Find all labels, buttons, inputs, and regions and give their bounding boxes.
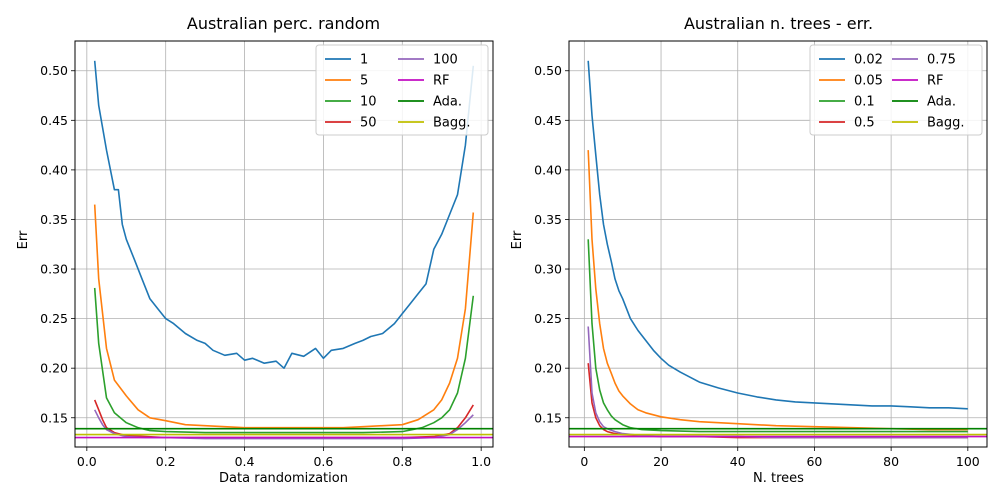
legend-label: RF: [927, 74, 944, 89]
series-group: [75, 60, 493, 440]
y-tick-label: 0.15: [40, 410, 68, 425]
legend-label: 0.05: [854, 74, 883, 89]
chart-title: Australian perc. random: [187, 14, 380, 33]
x-tick-label: 100: [956, 454, 980, 469]
chart-left: Australian perc. random Data randomizati…: [16, 14, 494, 486]
x-tick-label: 0.4: [235, 454, 255, 469]
y-tick-label: 0.40: [534, 162, 562, 177]
legend-label: 5: [360, 74, 368, 89]
x-tick-label: 40: [730, 454, 746, 469]
x-tick-label: 80: [883, 454, 899, 469]
legend-box: [315, 44, 489, 136]
series-line-1: [93, 60, 475, 370]
y-tick-label: 0.35: [534, 212, 562, 227]
legend-label: 0.02: [854, 53, 883, 68]
x-tick-label: 60: [806, 454, 822, 469]
legend-label: RF: [433, 74, 450, 89]
y-axis-label: Err: [16, 230, 31, 249]
x-tick-label: 0.6: [313, 454, 333, 469]
y-tick-label: 0.20: [534, 361, 562, 376]
legend: 1 5 10 50 100 RF Ada. Bagg.: [315, 44, 489, 136]
y-tick-label: 0.30: [40, 262, 68, 277]
y-tick-label: 0.25: [534, 311, 562, 326]
series-line-0.02: [587, 60, 968, 410]
chart-right: Australian n. trees - err. N. trees Err …: [510, 14, 988, 486]
legend-label: 100: [433, 53, 458, 68]
chart-title: Australian n. trees - err.: [684, 14, 873, 33]
x-tick-label: 0: [580, 454, 588, 469]
x-axis-label: Data randomization: [219, 471, 348, 486]
axes-frame: [74, 40, 494, 448]
legend-label: 50: [360, 116, 377, 131]
legend-label: 0.75: [927, 53, 956, 68]
axes-frame: [568, 40, 988, 448]
x-tick-label: 0.8: [392, 454, 412, 469]
series-line-10: [93, 287, 475, 434]
legend-label: 1: [360, 53, 368, 68]
y-tick-label: 0.25: [40, 311, 68, 326]
y-tick-label: 0.40: [40, 162, 68, 177]
series-line-0.05: [587, 150, 968, 431]
legend-label: 10: [360, 95, 377, 110]
y-tick-label: 0.45: [40, 113, 68, 128]
legend: 0.02 0.05 0.1 0.5 0.75 RF Ada. Bagg.: [809, 44, 983, 136]
y-tick-label: 0.45: [534, 113, 562, 128]
legend-box: [809, 44, 983, 136]
legend-label: Bagg.: [927, 116, 965, 131]
series-group: [569, 60, 987, 439]
x-tick-label: 20: [653, 454, 669, 469]
legend-label: Ada.: [927, 95, 956, 110]
x-tick-label: 0.2: [156, 454, 176, 469]
y-tick-label: 0.20: [40, 361, 68, 376]
legend-label: 0.1: [854, 95, 875, 110]
x-tick-label: 1.0: [471, 454, 491, 469]
y-tick-label: 0.35: [40, 212, 68, 227]
legend-label: Ada.: [433, 95, 462, 110]
y-axis-label: Err: [510, 230, 525, 249]
y-tick-label: 0.30: [534, 262, 562, 277]
series-line-5: [93, 204, 475, 429]
legend-label: Bagg.: [433, 116, 471, 131]
y-tick-label: 0.15: [534, 410, 562, 425]
x-tick-label: 0.0: [77, 454, 97, 469]
y-tick-label: 0.50: [40, 63, 68, 78]
legend-label: 0.5: [854, 116, 875, 131]
x-axis-label: N. trees: [753, 471, 804, 486]
y-tick-label: 0.50: [534, 63, 562, 78]
